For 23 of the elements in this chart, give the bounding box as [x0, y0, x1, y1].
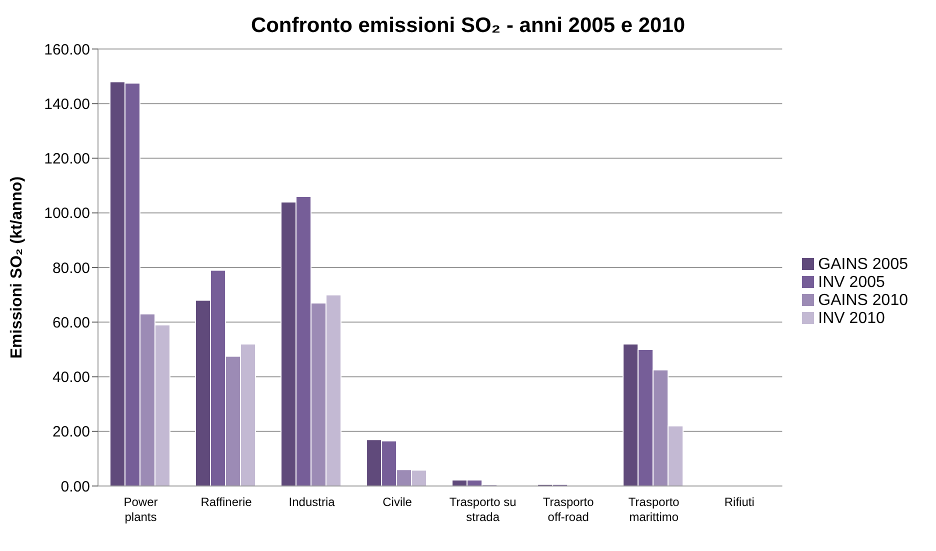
x-tick-label: Trasporto off-road: [542, 495, 594, 524]
chart-title: Confronto emissioni SO₂ - anni 2005 e 2010: [250, 14, 686, 37]
y-tick-label: 160.00: [44, 41, 90, 58]
legend-label: INV 2010: [818, 310, 885, 326]
x-tick-label: Trasporto marittimo: [628, 495, 680, 524]
x-tick-label: Civile: [382, 495, 412, 509]
x-tick-label: Power plants: [124, 495, 158, 524]
y-tick-label: 120.00: [44, 150, 90, 168]
x-tick-label: Trasporto su strada: [449, 495, 516, 524]
y-tick-label: 20.00: [52, 424, 90, 441]
y-tick-label: 40.00: [52, 369, 90, 386]
y-tick-label: 80.00: [52, 260, 90, 277]
y-tick-label: 0.00: [60, 478, 90, 496]
x-tick-label: Raffinerie: [200, 495, 252, 509]
x-tick-label: Rifiuti: [724, 495, 754, 509]
legend-label: GAINS 2005: [818, 256, 908, 272]
y-tick-label: 60.00: [52, 314, 90, 332]
y-axis-title: Emissioni SO₂ (kt/anno): [8, 176, 26, 359]
y-tick-label: 140.00: [44, 96, 90, 113]
y-tick-label: 100.00: [44, 205, 90, 222]
legend-label: INV 2005: [818, 274, 885, 290]
x-tick-label: Industria: [288, 495, 336, 509]
legend-label: GAINS 2010: [818, 292, 908, 308]
